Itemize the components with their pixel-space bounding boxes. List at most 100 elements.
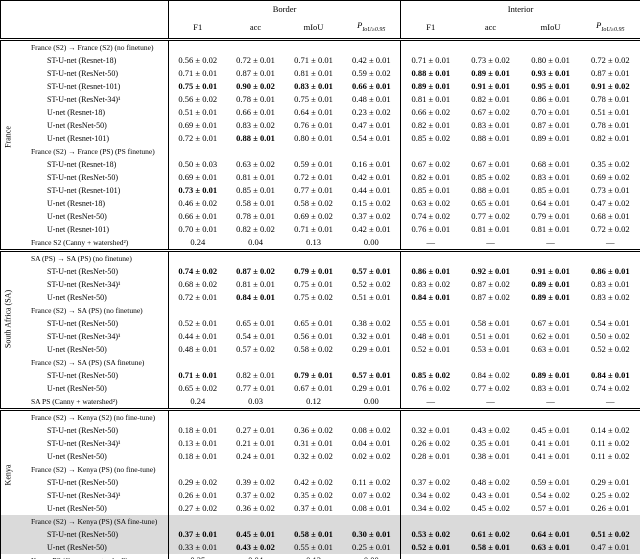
border-f1-value: 0.72 ± 0.01 — [168, 131, 227, 145]
border-p-iou-value: 0.00 — [363, 236, 379, 247]
row-label: ST-U-net (ResNet-50) — [47, 425, 119, 435]
model-row: ST-U-net (Resnet-101) 0.73 ± 0.01 0.85 ± 0… — [1, 183, 640, 197]
border-miou-value: 0.13 — [306, 236, 321, 247]
interior-f1-value: 0.81 ± 0.01 — [400, 92, 461, 106]
border-miou-value: 0.71 ± 0.01 — [294, 223, 333, 234]
interior-miou-value: 0.89 ± 0.01 — [531, 132, 570, 143]
border-p-iou-value — [343, 304, 401, 317]
row-label: ST-U-net (ResNet-34)¹ — [47, 490, 121, 500]
interior-miou-value — [520, 514, 581, 528]
interior-p-iou-value: — — [606, 236, 615, 247]
border-acc-value: 0.84 ± 0.01 — [236, 291, 275, 302]
border-miou-value: 0.81 ± 0.01 — [294, 67, 333, 78]
border-f1-value: 0.52 ± 0.01 — [168, 316, 227, 330]
interior-miou-value: 0.79 ± 0.01 — [531, 210, 570, 221]
border-miou-value — [284, 37, 343, 54]
model-row: ST-U-net (ResNet-50) 0.37 ± 0.01 0.45 ± 0.… — [0, 527, 640, 541]
border-p-iou-value: 0.42 ± 0.01 — [351, 54, 391, 65]
model-row: ST-U-net (Resnet-18) 0.56 ± 0.02 0.72 ± 0.… — [1, 53, 640, 67]
interior-acc-value: 0.53 ± 0.01 — [471, 343, 510, 354]
p-symbol: P — [596, 20, 602, 30]
interior-acc-value: 0.77 ± 0.02 — [471, 382, 510, 393]
border-miou-value: 0.32 ± 0.02 — [294, 450, 333, 461]
border-f1-value: 0.29 ± 0.02 — [168, 475, 227, 489]
border-p-iou-value: 0.38 ± 0.02 — [351, 317, 391, 328]
interior-p-iou-value: 0.52 ± 0.02 — [590, 343, 630, 354]
interior-p-iou-value: 0.82 ± 0.01 — [590, 132, 630, 143]
border-acc-value: 0.81 ± 0.01 — [236, 171, 275, 182]
border-p-iou-value: 0.00 — [343, 554, 401, 559]
model-row: ST-U-net (ResNet-50) 0.52 ± 0.01 0.65 ± 0.… — [1, 316, 640, 330]
interior-f1-value: 0.83 ± 0.02 — [400, 277, 461, 291]
interior-f1-value: — — [400, 553, 461, 559]
border-p-iou-value: 0.15 ± 0.02 — [351, 197, 391, 208]
interior-p-iou-value: 0.35 ± 0.02 — [590, 158, 630, 169]
interior-f1-value: 0.28 ± 0.01 — [400, 449, 461, 463]
model-row: U-net (Resnet-101) 0.70 ± 0.01 0.82 ± 0.02… — [1, 222, 640, 236]
model-row: ST-U-net (ResNet-50) 0.71 ± 0.01 0.87 ± 0.… — [1, 66, 640, 80]
model-row: ST-U-net (ResNet-34)¹ 0.26 ± 0.01 0.37 ± 0… — [1, 488, 640, 502]
interior-acc-value: 0.81 ± 0.01 — [471, 223, 510, 234]
border-miou-value: 0.79 ± 0.01 — [294, 265, 333, 276]
interior-miou-value — [520, 248, 581, 265]
border-miou-value: 0.65 ± 0.01 — [294, 317, 333, 328]
border-p-iou-value — [342, 37, 401, 54]
interior-p-iou-value: 0.83 ± 0.01 — [590, 278, 630, 289]
interior-p-iou-value — [581, 304, 640, 317]
interior-acc-value: 0.65 ± 0.01 — [471, 197, 510, 208]
row-label: U-net (ResNet-50) — [47, 120, 107, 130]
interior-f1-value: 0.76 ± 0.01 — [400, 222, 461, 236]
border-f1-value: 0.33 ± 0.01 — [168, 540, 227, 554]
interior-f1-value: 0.82 ± 0.01 — [400, 170, 461, 184]
interior-miou-value: 0.89 ± 0.01 — [531, 369, 570, 380]
row-label: ST-U-net (ResNet-50) — [47, 172, 119, 182]
model-row: ST-U-net (ResNet-50) 0.74 ± 0.02 0.87 ± 0.… — [1, 264, 640, 278]
border-miou-value: 0.64 ± 0.01 — [294, 106, 333, 117]
interior-acc-value: 0.58 ± 0.01 — [460, 540, 521, 554]
interior-miou-value — [521, 356, 581, 369]
interior-miou-value: 0.63 ± 0.01 — [520, 540, 581, 554]
header-metric-row: F1 acc mIoU PIoU≥0.95 F1 acc mIoU PIoU≥0… — [1, 17, 640, 40]
interior-p-iou-value — [580, 248, 640, 265]
border-acc-value — [227, 304, 285, 317]
border-p-iou-value: 0.66 ± 0.01 — [351, 80, 391, 91]
interior-f1-value: 0.85 ± 0.02 — [400, 368, 461, 382]
interior-acc-value: 0.83 ± 0.01 — [471, 119, 510, 130]
border-miou-value: 0.42 ± 0.02 — [294, 476, 333, 487]
border-miou-value: 0.55 ± 0.01 — [284, 540, 343, 554]
interior-miou-value: 0.83 ± 0.01 — [531, 382, 570, 393]
interior-p-iou-value: 0.25 ± 0.02 — [590, 489, 630, 500]
interior-acc-value: 0.67 ± 0.02 — [471, 106, 510, 117]
border-p-iou-value: 0.11 ± 0.02 — [352, 476, 391, 487]
model-row: U-net (ResNet-50) 0.33 ± 0.01 0.43 ± 0.02 0… — [0, 540, 640, 554]
interior-acc-header: acc — [484, 22, 497, 33]
interior-p-iou-value — [580, 407, 640, 424]
border-f1-value: 0.44 ± 0.01 — [168, 329, 227, 343]
border-f1-value: 0.48 ± 0.01 — [168, 342, 227, 356]
interior-p-iou-value — [581, 356, 640, 369]
border-f1-value: 0.26 ± 0.01 — [168, 488, 227, 502]
row-label: ST-U-net (Resnet-101) — [47, 185, 121, 195]
model-row: U-net (ResNet-50) 0.66 ± 0.01 0.78 ± 0.01 0… — [1, 209, 640, 223]
border-miou-value — [285, 356, 343, 369]
interior-f1-value: 0.76 ± 0.02 — [400, 381, 461, 395]
interior-miou-value: 0.67 ± 0.01 — [531, 317, 570, 328]
border-miou-value: 0.75 ± 0.01 — [294, 278, 333, 289]
border-acc-value: 0.78 ± 0.01 — [236, 93, 275, 104]
border-acc-value — [226, 407, 285, 424]
border-miou-value: 0.76 ± 0.01 — [294, 119, 333, 130]
section-kenya: France (S2) → Kenya (S2) (no fine-tune) S… — [0, 407, 640, 559]
row-label: ST-U-net (ResNet-50) — [47, 318, 119, 328]
interior-acc-value — [461, 304, 521, 317]
interior-p-iou-value: 0.14 ± 0.02 — [590, 424, 630, 435]
model-row: U-net (ResNet-50) 0.65 ± 0.02 0.77 ± 0.01 0… — [1, 381, 640, 395]
border-f1-value — [168, 407, 227, 424]
border-p-iou-value: 0.42 ± 0.01 — [351, 223, 391, 234]
border-acc-value — [227, 356, 285, 369]
row-label: ST-U-net (ResNet-34)¹ — [47, 94, 121, 104]
border-miou-value: 0.75 ± 0.01 — [294, 93, 333, 104]
border-f1-value — [168, 248, 227, 265]
row-label: ST-U-net (Resnet-101) — [47, 81, 121, 91]
interior-miou-value: 0.54 ± 0.02 — [531, 489, 570, 500]
